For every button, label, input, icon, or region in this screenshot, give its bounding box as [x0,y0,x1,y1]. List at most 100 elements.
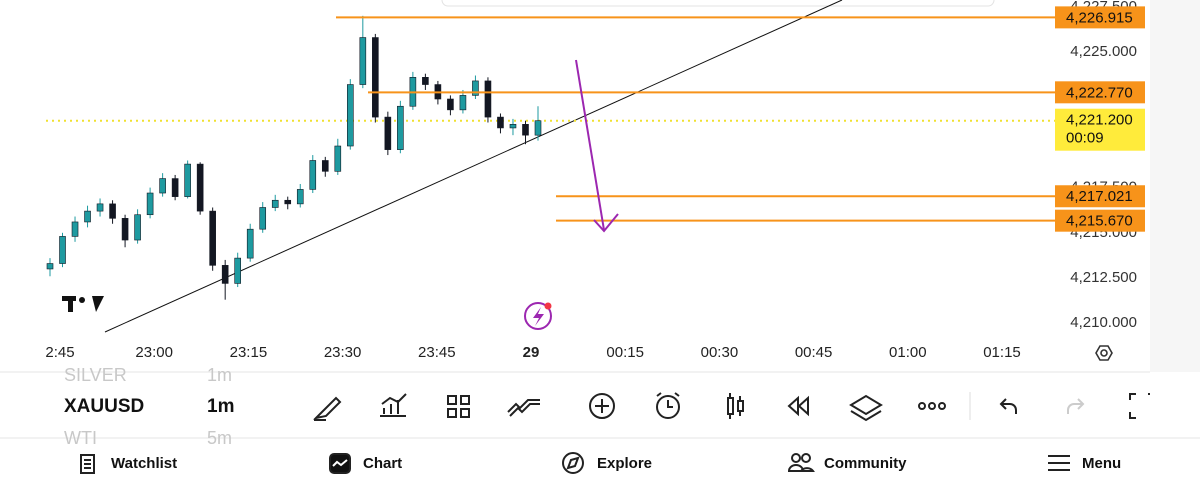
price-tag-label: 4,226.915 [1066,9,1133,26]
time-tick-label: 01:00 [889,344,927,361]
candle-body [497,116,504,129]
toolbar [312,392,1150,422]
candle-body [422,77,429,85]
candle-body [259,207,267,230]
price-tag [1055,185,1145,208]
alerts-icon[interactable] [524,302,552,330]
side-strip [1150,0,1200,372]
chart: 4,227.5004,225.0004,217.5004,215.0004,21… [45,0,1145,361]
arrow-head [593,213,619,233]
countdown: 00:09 [1066,130,1104,147]
time-tick-label: 23:30 [324,344,362,361]
draw-tool[interactable] [312,396,342,421]
candle-body [246,228,254,259]
nav-icons [80,452,1070,474]
time-tick-label: 23:00 [135,344,173,361]
price-tick-label: 4,225.000 [1070,43,1137,60]
candle-body [534,120,542,136]
time-tick-label: 29 [523,344,540,361]
candle-body [184,163,191,197]
candle-body [359,37,367,85]
candle-body [96,203,104,212]
trend-line [104,0,843,333]
time-tick-label: 00:30 [701,344,739,361]
candle-type[interactable] [727,393,744,419]
candle-body [484,80,492,118]
candle-body [59,236,66,264]
candle-body [46,263,54,270]
time-tick-label: 2:45 [45,344,74,361]
watchlist-icon[interactable] [80,454,95,474]
price-tag [1055,209,1145,232]
candle-body [121,218,129,241]
top-popup [441,0,995,7]
compare-tool[interactable] [507,399,540,417]
symbol-interval[interactable]: 1m [207,396,234,417]
alert-tool[interactable] [656,395,680,419]
time-tick-label: 01:15 [983,344,1021,361]
indicators-tool[interactable] [380,393,407,417]
candle-body [159,178,166,194]
price-tag-label: 4,215.670 [1066,213,1133,230]
layout-tool[interactable] [447,395,470,418]
candle-body [284,199,292,205]
price-tag [1055,6,1145,29]
current-price-tag [1055,108,1145,151]
candle-body [384,116,392,150]
current-price-label: 4,221.200 [1066,112,1133,129]
symbol-name[interactable]: XAUUSD [64,396,144,417]
nav-label[interactable]: Watchlist [111,455,177,472]
candle-body [134,214,141,241]
nav-label[interactable]: Chart [363,455,402,472]
menu-icon[interactable] [1048,455,1070,471]
candle-body [472,80,479,96]
candle-body [234,257,241,284]
undo[interactable] [999,398,1017,414]
symbol-interval[interactable]: 5m [207,428,232,448]
badge [544,302,552,310]
symbol-interval[interactable]: 1m [207,365,232,385]
candle-body [171,178,179,197]
price-tag-label: 4,222.770 [1066,84,1133,101]
candle-body [397,105,404,150]
replay-tool[interactable] [787,395,809,417]
community-icon[interactable] [791,453,801,463]
candle-body [321,160,329,172]
candle-body [196,163,204,212]
tv-logo [62,296,104,312]
candle-body [209,210,216,266]
candle-body [271,199,279,208]
time-tick-label: 00:45 [795,344,833,361]
candle-body [522,124,529,136]
candle-body [84,210,91,223]
candle-body [447,98,454,111]
candle-body [459,95,467,111]
time-tick-label: 23:45 [418,344,456,361]
price-tick-label: 4,210.000 [1070,314,1137,331]
layers-tool[interactable] [849,394,883,422]
redo[interactable] [1067,398,1085,414]
add-tool[interactable] [589,393,615,419]
price-tick-label: 4,212.500 [1070,269,1137,286]
time-tick-label: 00:15 [606,344,644,361]
fullscreen[interactable] [1129,393,1150,419]
candle-body [296,189,304,205]
candle-body [221,265,229,284]
symbol-name[interactable]: SILVER [64,365,127,385]
settings-icon[interactable] [1095,345,1113,361]
time-tick-label: 23:15 [230,344,268,361]
bolt [533,307,544,326]
nav-label[interactable]: Community [824,455,907,472]
nav-label[interactable]: Explore [597,455,652,472]
nav-label[interactable]: Menu [1082,455,1121,472]
price-tag-label: 4,217.021 [1066,188,1133,205]
symbol-name[interactable]: WTI [64,428,97,448]
explore-icon[interactable] [562,452,584,474]
candle-body [146,192,154,216]
candle-body [109,203,116,219]
more-tool[interactable] [918,402,926,410]
candle-body [372,37,379,118]
candle-body [334,145,342,172]
